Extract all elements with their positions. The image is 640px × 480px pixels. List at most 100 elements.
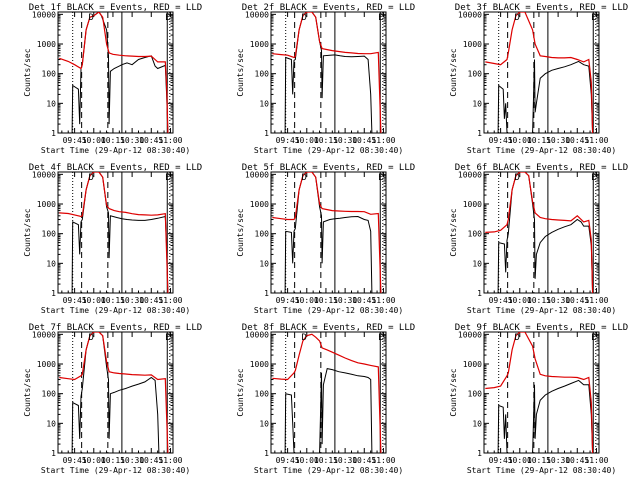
x-tick-label: 10:30 bbox=[333, 296, 357, 305]
x-tick-label: 09:45 bbox=[276, 136, 300, 145]
x-tick-label: 10:45 bbox=[352, 456, 376, 465]
series-lld-line bbox=[272, 12, 382, 133]
y-tick-label: 1 bbox=[477, 129, 482, 138]
panel-title: Det 6f BLACK = Events, RED = LLD bbox=[455, 163, 628, 173]
x-tick-label: 10:45 bbox=[139, 136, 163, 145]
y-tick-label: 10000 bbox=[458, 330, 482, 339]
y-tick-label: 10 bbox=[259, 419, 269, 428]
panel-title: Det 3f BLACK = Events, RED = LLD bbox=[455, 3, 628, 13]
x-tick-label: 11:00 bbox=[371, 296, 395, 305]
y-tick-label: 1000 bbox=[37, 360, 56, 369]
x-tick-label: 10:00 bbox=[508, 456, 532, 465]
series-lld-line bbox=[485, 12, 594, 133]
marker-symbol: E bbox=[591, 13, 596, 23]
x-tick-label: 10:45 bbox=[352, 296, 376, 305]
plot-frame bbox=[270, 331, 387, 454]
panel-det-2: Det 2f BLACK = Events, RED = LLD 1 10 100 10… bbox=[236, 3, 415, 155]
x-tick-label: 09:45 bbox=[489, 136, 513, 145]
x-axis-label: Start Time (29-Apr-12 08:30:40) bbox=[41, 466, 190, 475]
y-tick-label: 10 bbox=[472, 259, 482, 268]
x-tick-label: 10:15 bbox=[527, 296, 551, 305]
y-tick-label: 1 bbox=[51, 129, 56, 138]
series-lld-line bbox=[59, 12, 169, 133]
x-axis-label: Start Time (29-Apr-12 08:30:40) bbox=[254, 466, 403, 475]
x-axis-label: Start Time (29-Apr-12 08:30:40) bbox=[467, 306, 616, 315]
x-axis-label: Start Time (29-Apr-12 08:30:40) bbox=[254, 146, 403, 155]
panel-det-6: Det 6f BLACK = Events, RED = LLD 1 10 100 10… bbox=[449, 163, 628, 315]
x-tick-label: 10:15 bbox=[101, 296, 125, 305]
x-tick-label: 11:00 bbox=[371, 456, 395, 465]
panel-title: Det 9f BLACK = Events, RED = LLD bbox=[455, 323, 628, 333]
marker-symbol: E bbox=[591, 173, 596, 183]
x-tick-label: 10:30 bbox=[546, 296, 570, 305]
y-tick-label: 1000 bbox=[250, 200, 269, 209]
x-tick-label: 09:45 bbox=[489, 296, 513, 305]
x-tick-label: 10:45 bbox=[565, 296, 589, 305]
y-tick-label: 100 bbox=[42, 230, 57, 239]
x-tick-label: 10:30 bbox=[120, 456, 144, 465]
x-tick-label: 10:45 bbox=[565, 136, 589, 145]
marker-symbol: D bbox=[515, 333, 520, 343]
x-axis-label: Start Time (29-Apr-12 08:30:40) bbox=[467, 466, 616, 475]
series-lld-line bbox=[485, 332, 594, 453]
x-tick-label: 11:00 bbox=[158, 296, 182, 305]
y-tick-label: 100 bbox=[255, 70, 270, 79]
x-tick-label: 10:15 bbox=[314, 296, 338, 305]
marker-symbol: D bbox=[89, 173, 94, 183]
series-events-line bbox=[485, 172, 594, 293]
panel-det-1: Det 1f BLACK = Events, RED = LLD 1 10 100 10… bbox=[23, 3, 202, 155]
x-tick-label: 10:00 bbox=[295, 136, 319, 145]
x-tick-label: 11:00 bbox=[371, 136, 395, 145]
panel-det-9: Det 9f BLACK = Events, RED = LLD 1 10 100 10… bbox=[449, 323, 628, 475]
plot-frame bbox=[57, 331, 174, 454]
panel-title: Det 2f BLACK = Events, RED = LLD bbox=[242, 3, 415, 13]
x-tick-label: 10:00 bbox=[508, 296, 532, 305]
x-tick-label: 10:15 bbox=[314, 136, 338, 145]
y-tick-label: 10000 bbox=[458, 10, 482, 19]
y-tick-label: 10 bbox=[46, 99, 56, 108]
x-tick-label: 10:30 bbox=[546, 456, 570, 465]
plot-frame bbox=[270, 171, 387, 294]
y-tick-label: 10 bbox=[46, 259, 56, 268]
x-tick-label: 09:45 bbox=[276, 456, 300, 465]
series-events-line bbox=[272, 12, 373, 133]
x-axis-label: Start Time (29-Apr-12 08:30:40) bbox=[254, 306, 403, 315]
marker-symbol: D bbox=[302, 333, 307, 343]
plot-frame bbox=[483, 331, 600, 454]
x-tick-label: 10:30 bbox=[546, 136, 570, 145]
series-lld-line bbox=[59, 172, 169, 293]
y-tick-label: 100 bbox=[42, 390, 57, 399]
plot-frame bbox=[270, 11, 387, 134]
x-tick-label: 09:45 bbox=[63, 136, 87, 145]
x-tick-label: 11:00 bbox=[158, 136, 182, 145]
marker-symbol: D bbox=[89, 333, 94, 343]
series-lld-line bbox=[485, 172, 594, 293]
x-tick-label: 10:00 bbox=[295, 456, 319, 465]
x-tick-label: 10:30 bbox=[333, 136, 357, 145]
y-tick-label: 10000 bbox=[245, 10, 269, 19]
x-tick-label: 10:15 bbox=[527, 136, 551, 145]
x-tick-label: 09:45 bbox=[63, 296, 87, 305]
x-tick-label: 10:45 bbox=[139, 296, 163, 305]
x-tick-label: 09:45 bbox=[276, 296, 300, 305]
x-tick-label: 10:00 bbox=[82, 296, 106, 305]
y-tick-label: 1 bbox=[51, 449, 56, 458]
x-tick-label: 11:00 bbox=[584, 296, 608, 305]
panel-title: Det 1f BLACK = Events, RED = LLD bbox=[29, 3, 202, 13]
y-tick-label: 10 bbox=[259, 99, 269, 108]
series-events-line bbox=[59, 332, 160, 453]
y-tick-label: 1 bbox=[51, 289, 56, 298]
y-tick-label: 10000 bbox=[245, 170, 269, 179]
y-axis-label: Counts/sec bbox=[23, 208, 32, 256]
x-tick-label: 10:00 bbox=[295, 296, 319, 305]
y-tick-label: 10 bbox=[472, 99, 482, 108]
series-events-line bbox=[59, 12, 169, 133]
x-tick-label: 09:45 bbox=[489, 456, 513, 465]
plot-frame bbox=[57, 171, 174, 294]
